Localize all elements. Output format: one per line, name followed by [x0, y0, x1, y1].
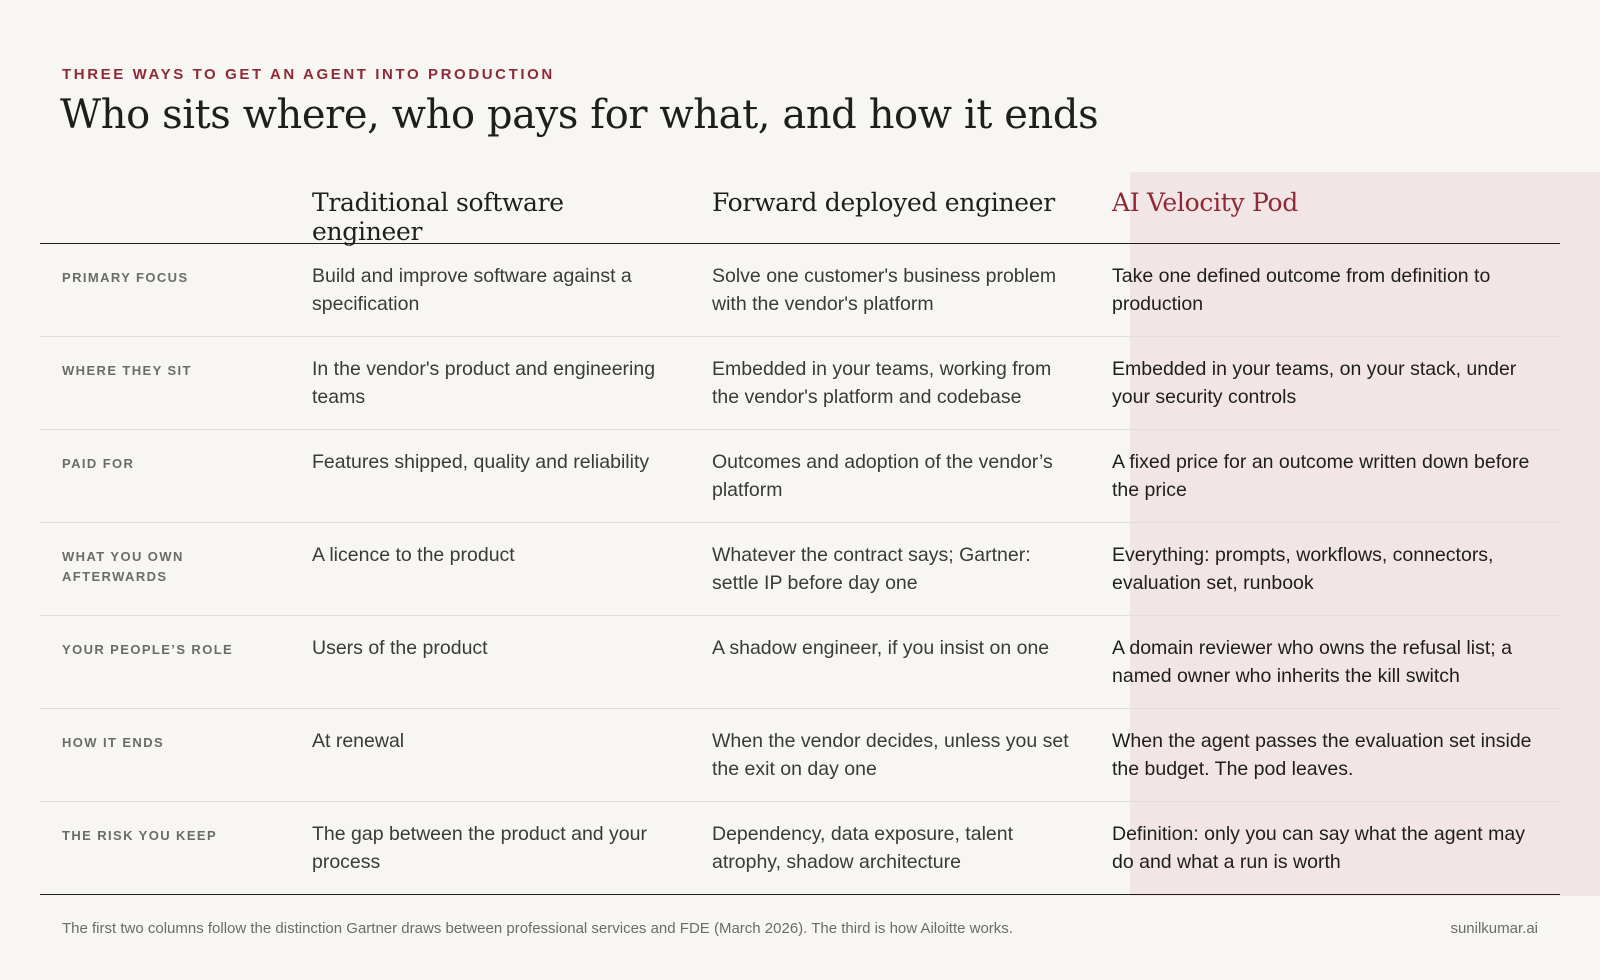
comparison-table: Traditional software engineer Forward de… — [40, 172, 1560, 895]
table-cell: Build and improve software against a spe… — [290, 244, 690, 336]
row-label: WHAT YOU OWN AFTERWARDS — [40, 523, 290, 615]
header-empty-cell — [40, 172, 290, 246]
site-attribution: sunilkumar.ai — [1450, 920, 1538, 937]
table-cell: When the agent passes the evaluation set… — [1090, 709, 1560, 801]
header-ai-velocity-pod: AI Velocity Pod — [1090, 172, 1560, 246]
table-cell: Embedded in your teams, working from the… — [690, 337, 1090, 429]
row-label: YOUR PEOPLE’S ROLE — [40, 616, 290, 708]
table-row-where-they-sit: WHERE THEY SIT In the vendor's product a… — [40, 337, 1560, 430]
table-cell: Embedded in your teams, on your stack, u… — [1090, 337, 1560, 429]
table-row-paid-for: PAID FOR Features shipped, quality and r… — [40, 430, 1560, 523]
table-header-row: Traditional software engineer Forward de… — [40, 172, 1560, 244]
row-label: HOW IT ENDS — [40, 709, 290, 801]
header-forward-deployed-engineer: Forward deployed engineer — [690, 172, 1090, 246]
table-cell: A domain reviewer who owns the refusal l… — [1090, 616, 1560, 708]
table-cell: A fixed price for an outcome written dow… — [1090, 430, 1560, 522]
eyebrow: THREE WAYS TO GET AN AGENT INTO PRODUCTI… — [62, 66, 555, 83]
footnote: The first two columns follow the distinc… — [62, 920, 1013, 937]
table-cell: When the vendor decides, unless you set … — [690, 709, 1090, 801]
row-label: THE RISK YOU KEEP — [40, 802, 290, 894]
row-label: PRIMARY FOCUS — [40, 244, 290, 336]
table-cell: The gap between the product and your pro… — [290, 802, 690, 894]
row-label: WHERE THEY SIT — [40, 337, 290, 429]
table-cell: A shadow engineer, if you insist on one — [690, 616, 1090, 708]
row-label: PAID FOR — [40, 430, 290, 522]
table-row-what-you-own: WHAT YOU OWN AFTERWARDS A licence to the… — [40, 523, 1560, 616]
table-cell: At renewal — [290, 709, 690, 801]
table-cell: Outcomes and adoption of the vendor’s pl… — [690, 430, 1090, 522]
table-cell: Features shipped, quality and reliabilit… — [290, 430, 690, 522]
table-cell: Dependency, data exposure, talent atroph… — [690, 802, 1090, 894]
table-row-how-it-ends: HOW IT ENDS At renewal When the vendor d… — [40, 709, 1560, 802]
page-title: Who sits where, who pays for what, and h… — [60, 92, 1098, 138]
table-cell: Whatever the contract says; Gartner: set… — [690, 523, 1090, 615]
table-row-risk-you-keep: THE RISK YOU KEEP The gap between the pr… — [40, 802, 1560, 895]
table-cell: In the vendor's product and engineering … — [290, 337, 690, 429]
table-cell: Take one defined outcome from definition… — [1090, 244, 1560, 336]
table-cell: Everything: prompts, workflows, connecto… — [1090, 523, 1560, 615]
table-cell: Definition: only you can say what the ag… — [1090, 802, 1560, 894]
table-cell: Solve one customer's business problem wi… — [690, 244, 1090, 336]
table-cell: Users of the product — [290, 616, 690, 708]
table-row-your-peoples-role: YOUR PEOPLE’S ROLE Users of the product … — [40, 616, 1560, 709]
header-traditional-engineer: Traditional software engineer — [290, 172, 690, 246]
table-row-primary-focus: PRIMARY FOCUS Build and improve software… — [40, 244, 1560, 337]
table-cell: A licence to the product — [290, 523, 690, 615]
